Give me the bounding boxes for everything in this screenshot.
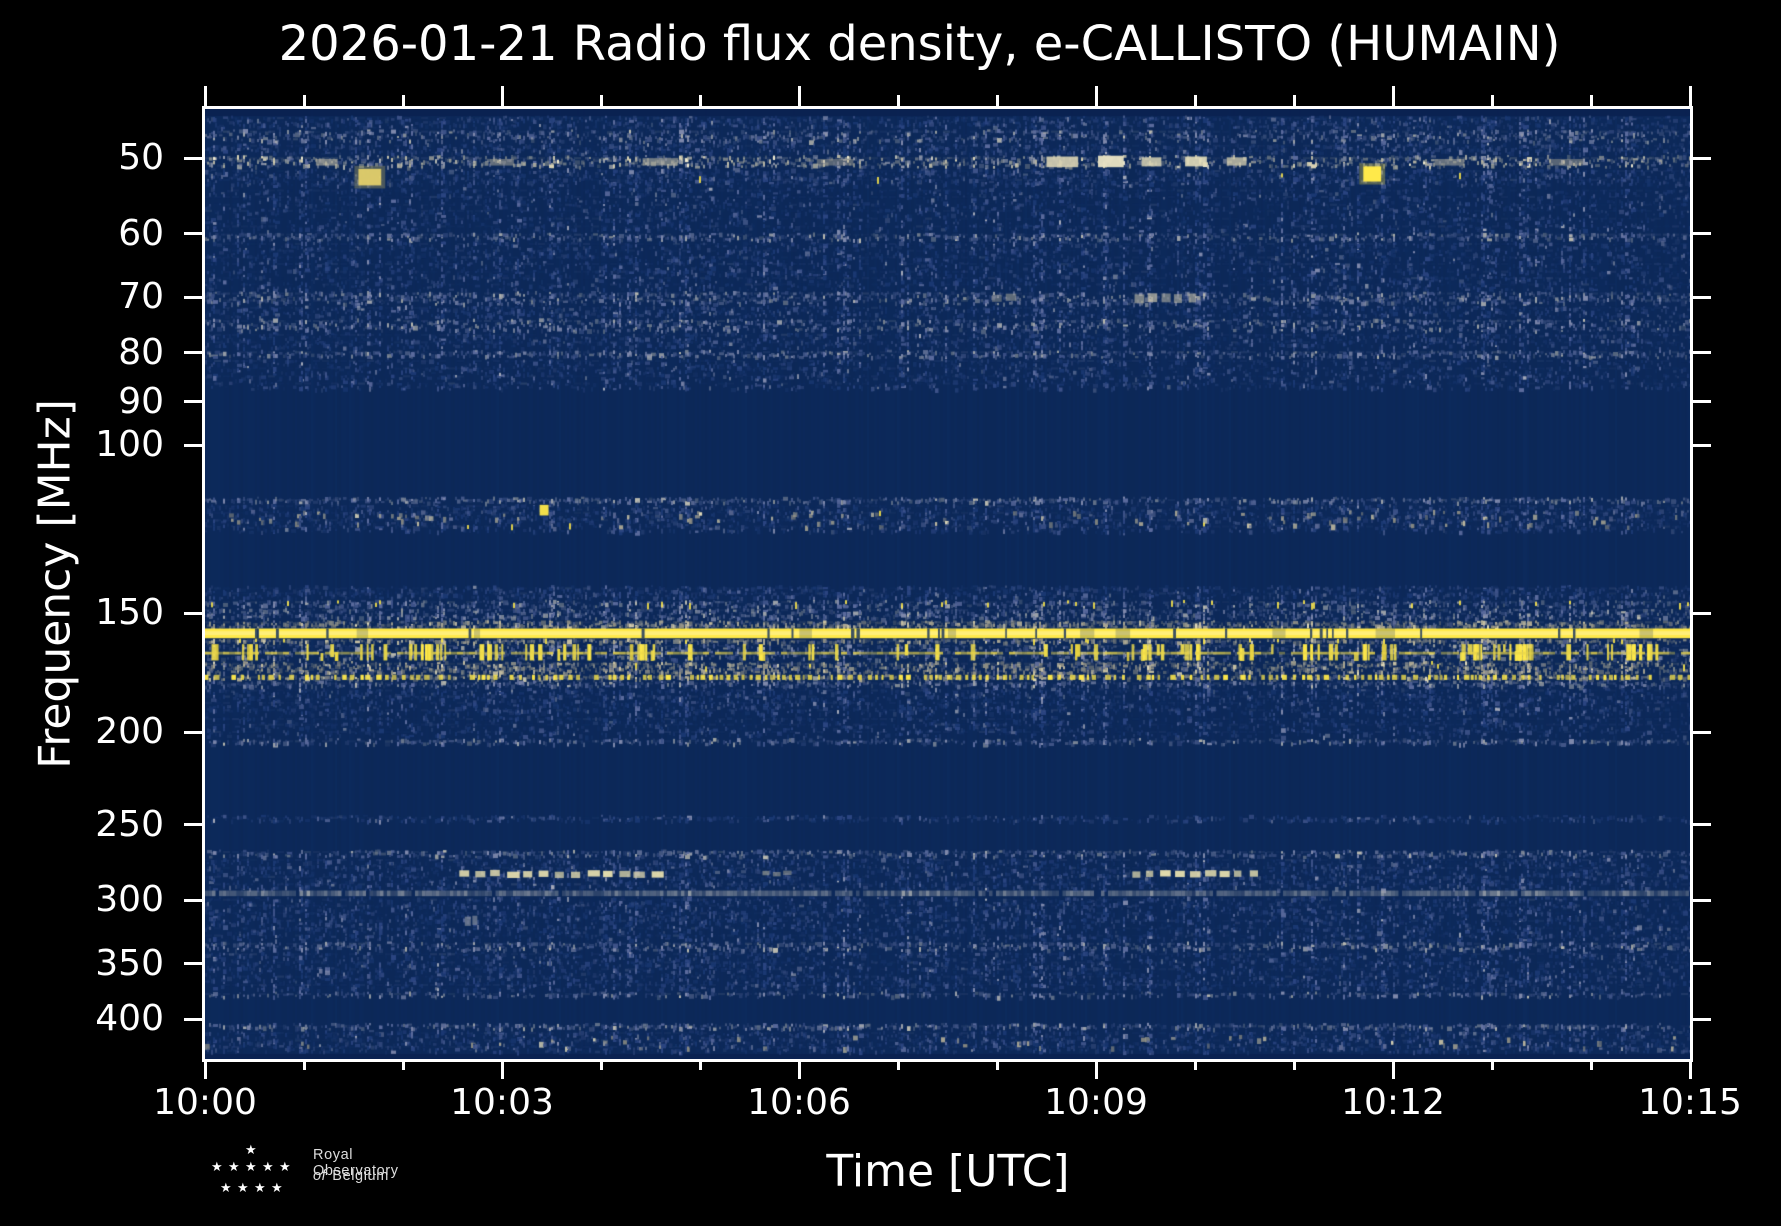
star-icon: ★ (245, 1160, 257, 1175)
spectrogram-canvas (205, 109, 1690, 1059)
y-major-tick (184, 232, 202, 236)
x-minor-tick (402, 1059, 405, 1070)
y-major-tick-right (1693, 295, 1711, 299)
x-axis-label: Time [UTC] (826, 1146, 1070, 1197)
x-minor-tick-top (303, 95, 306, 106)
x-major-tick (500, 1059, 504, 1079)
x-major-tick (1391, 1059, 1395, 1079)
star-icon: ★ (279, 1160, 291, 1175)
y-tick-label: 80 (118, 331, 164, 373)
y-major-tick (184, 823, 202, 827)
x-major-tick (797, 1059, 801, 1079)
x-minor-tick (699, 1059, 702, 1070)
x-minor-tick-top (897, 95, 900, 106)
x-major-tick (1688, 1059, 1692, 1079)
x-major-tick (203, 1059, 207, 1079)
y-tick-label: 300 (95, 879, 164, 921)
y-major-tick-right (1693, 823, 1711, 827)
y-major-tick-right (1693, 611, 1711, 615)
x-minor-tick-top (996, 95, 999, 106)
x-minor-tick-top (1491, 95, 1494, 106)
x-minor-tick-top (1293, 95, 1296, 106)
y-major-tick-right (1693, 443, 1711, 447)
y-major-tick (184, 400, 202, 404)
plot-frame (202, 106, 1693, 1062)
x-major-tick-top (203, 86, 207, 106)
star-icon: ★ (254, 1181, 266, 1196)
x-tick-label: 10:09 (1044, 1082, 1148, 1123)
x-major-tick-top (1688, 86, 1692, 106)
y-major-tick-right (1693, 1017, 1711, 1021)
y-major-tick-right (1693, 730, 1711, 734)
y-major-tick (184, 351, 202, 355)
x-tick-label: 10:15 (1638, 1082, 1742, 1123)
y-major-tick-right (1693, 232, 1711, 236)
y-major-tick (184, 443, 202, 447)
y-major-tick (184, 962, 202, 966)
x-major-tick-top (1094, 86, 1098, 106)
y-tick-label: 400 (95, 998, 164, 1040)
x-minor-tick (897, 1059, 900, 1070)
x-minor-tick (1194, 1059, 1197, 1070)
y-major-tick-right (1693, 351, 1711, 355)
y-major-tick (184, 611, 202, 615)
y-major-tick (184, 1017, 202, 1021)
star-icon: ★ (245, 1143, 257, 1158)
x-minor-tick (1590, 1059, 1593, 1070)
y-tick-label: 250 (95, 803, 164, 845)
star-icon: ★ (237, 1181, 249, 1196)
y-tick-label: 70 (118, 276, 164, 318)
y-major-tick (184, 295, 202, 299)
y-major-tick (184, 898, 202, 902)
x-major-tick (1094, 1059, 1098, 1079)
y-major-tick (184, 730, 202, 734)
x-minor-tick-top (402, 95, 405, 106)
logo-text-line2: of Belgium (313, 1168, 389, 1184)
x-minor-tick-top (699, 95, 702, 106)
x-minor-tick (1491, 1059, 1494, 1070)
y-tick-label: 50 (118, 137, 164, 179)
y-tick-label: 150 (95, 592, 164, 634)
y-major-tick-right (1693, 898, 1711, 902)
y-tick-label: 90 (118, 380, 164, 422)
y-tick-label: 60 (118, 212, 164, 254)
x-major-tick-top (1391, 86, 1395, 106)
star-icon: ★ (220, 1181, 232, 1196)
y-tick-label: 350 (95, 942, 164, 984)
y-major-tick (184, 156, 202, 160)
star-icon: ★ (262, 1160, 274, 1175)
x-minor-tick (996, 1059, 999, 1070)
y-major-tick-right (1693, 400, 1711, 404)
x-minor-tick (600, 1059, 603, 1070)
y-tick-label: 100 (95, 424, 164, 466)
x-tick-label: 10:06 (747, 1082, 851, 1123)
logo-text-line1: Royal Observatory (313, 1147, 399, 1179)
x-minor-tick-top (1194, 95, 1197, 106)
y-tick-label: 200 (95, 711, 164, 753)
star-icon: ★ (211, 1160, 223, 1175)
x-tick-label: 10:03 (450, 1082, 554, 1123)
x-minor-tick (303, 1059, 306, 1070)
plot-title: 2026-01-21 Radio flux density, e-CALLIST… (278, 16, 1561, 72)
x-tick-label: 10:00 (153, 1082, 257, 1123)
star-icon: ★ (228, 1160, 240, 1175)
x-minor-tick-top (1590, 95, 1593, 106)
y-major-tick-right (1693, 156, 1711, 160)
logo-text-belgium: Belgium (332, 1168, 389, 1184)
x-major-tick-top (500, 86, 504, 106)
y-major-tick-right (1693, 962, 1711, 966)
logo-text-of: of (313, 1168, 327, 1184)
x-major-tick-top (797, 86, 801, 106)
star-icon: ★ (271, 1181, 283, 1196)
x-minor-tick (1293, 1059, 1296, 1070)
x-minor-tick-top (600, 95, 603, 106)
x-tick-label: 10:12 (1341, 1082, 1445, 1123)
